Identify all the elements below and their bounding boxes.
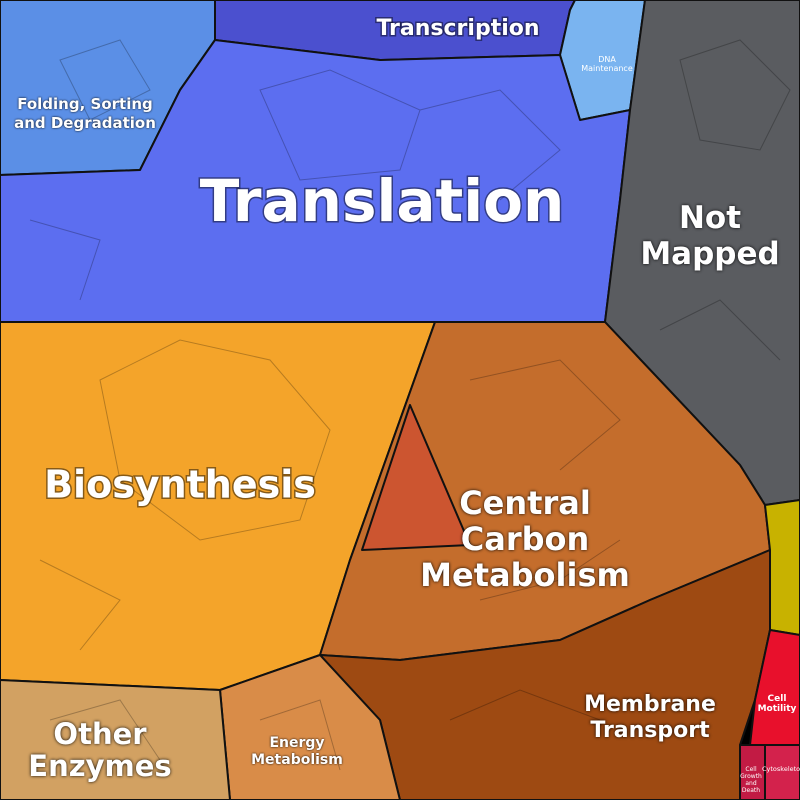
cytoskeleton-area — [764, 744, 800, 800]
unlabeled-area — [764, 499, 800, 636]
region-label: Membrane Transport — [584, 692, 716, 743]
region-label: Transcription — [376, 16, 539, 41]
label-box: Energy Metabolism — [251, 735, 343, 768]
region-label: Translation — [200, 167, 565, 235]
region-label: Cell Motility — [757, 694, 797, 714]
region-label: Biosynthesis — [44, 463, 316, 507]
region-label: Other Enzymes — [28, 718, 172, 783]
label-box: Folding, Sorting and Degradation — [14, 95, 156, 132]
label-box: Not Mapped — [640, 200, 780, 272]
other-enzymes-area — [0, 679, 231, 800]
region-label: Cytoskeleton — [762, 765, 800, 773]
cell-lines — [29, 39, 791, 771]
label-box: Central Carbon Metabolism — [420, 485, 630, 594]
label-box: Cell Growth and Death — [740, 766, 762, 794]
cell-growth-area — [739, 744, 766, 800]
cells — [29, 39, 791, 771]
label-box: Other Enzymes — [28, 718, 172, 783]
label-box: Cell Motility — [757, 694, 797, 714]
region-label: Central Carbon Metabolism — [420, 485, 630, 594]
region-label: Cell Growth and Death — [740, 766, 762, 794]
label-box: DNA Maintenance — [581, 55, 633, 73]
labels: Translation Transcription Folding, Sorti… — [14, 15, 800, 795]
label-box: Membrane Transport — [584, 692, 716, 743]
region-label: Energy Metabolism — [251, 735, 343, 768]
region-label: DNA Maintenance — [581, 55, 633, 73]
region-label: Folding, Sorting and Degradation — [14, 95, 156, 132]
subregion — [361, 404, 471, 551]
label-box: Cytoskeleton — [762, 765, 800, 773]
region-label: Not Mapped — [640, 200, 780, 272]
